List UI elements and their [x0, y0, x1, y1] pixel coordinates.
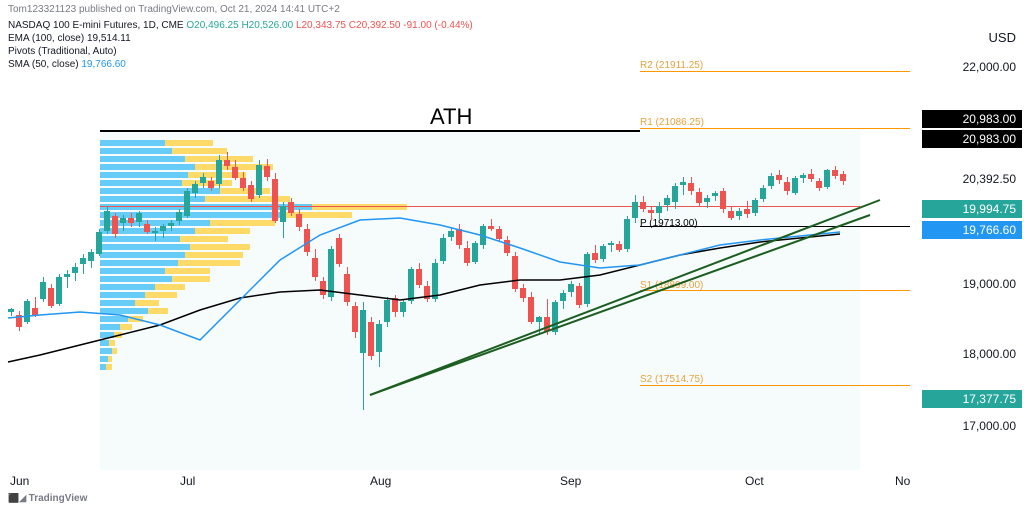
volume-profile-bar: [165, 140, 213, 146]
volume-profile-bar: [100, 332, 114, 338]
ath-label: ATH: [430, 104, 472, 130]
volume-profile-bar: [100, 300, 135, 306]
price-20983a: 20,983.00: [922, 110, 1022, 128]
volume-profile-bar: [100, 276, 172, 282]
volume-profile-bar: [100, 268, 165, 274]
volume-profile-bar: [100, 356, 108, 362]
volume-profile-bar: [312, 204, 407, 210]
volume-profile-bar: [100, 284, 155, 290]
volume-profile-bar: [220, 188, 270, 194]
volume-profile-bar: [180, 236, 228, 242]
volume-profile-bar: [172, 276, 210, 282]
sma-row: SMA (50, close) 19,766.60: [8, 59, 126, 70]
s1-label: S1 (18899.00): [640, 280, 703, 291]
ytick-20392: 20,392.50: [922, 170, 1022, 188]
volume-profile-bar: [148, 308, 168, 314]
volume-profile-bar: [100, 172, 188, 178]
price-17377: 17,377.75: [922, 390, 1022, 408]
ytick-17000: 17,000.00: [922, 417, 1022, 435]
symbol-row: NASDAQ 100 E-mini Futures, 1D, CME O20,4…: [8, 20, 473, 31]
symbol-name: NASDAQ 100 E-mini Futures, 1D, CME: [8, 20, 184, 31]
volume-profile-bar: [100, 348, 112, 354]
volume-profile-bar: [100, 236, 180, 242]
volume-profile-bar: [195, 228, 250, 234]
time-label: Jul: [180, 474, 195, 488]
volume-profile-bar: [190, 244, 250, 250]
volume-profile-bar: [182, 180, 232, 186]
s2-line: [640, 385, 910, 386]
ohlc-low: L20,343.75: [296, 20, 346, 31]
volume-profile-bar: [178, 260, 240, 266]
sma-value: 19,766.60: [81, 59, 126, 70]
p-label: P (19713.00): [640, 218, 698, 229]
volume-profile-bar: [145, 292, 177, 298]
s2-label: S2 (17514.75): [640, 374, 703, 385]
volume-profile-bar: [100, 324, 120, 330]
r1-label: R1 (21086.25): [640, 117, 704, 128]
volume-profile-bar: [100, 188, 220, 194]
volume-profile-bar: [100, 292, 145, 298]
chart-container: Tom123321123 published on TradingView.co…: [0, 0, 1024, 506]
volume-profile-bar: [114, 332, 122, 338]
time-label: Sep: [560, 474, 581, 488]
pivots-row: Pivots (Traditional, Auto): [8, 46, 117, 57]
volume-profile-bar: [100, 140, 165, 146]
ytick-22000: 22,000.00: [922, 58, 1022, 76]
volume-profile-bar: [100, 156, 185, 162]
time-label: Jun: [10, 474, 29, 488]
volume-profile-bar: [109, 340, 115, 346]
volume-profile-bar: [210, 220, 275, 226]
time-label: No: [895, 474, 910, 488]
time-axis: Jun Jul Aug Sep Oct No: [0, 474, 908, 494]
volume-profile-bar: [120, 324, 132, 330]
time-label: Aug: [370, 474, 391, 488]
pivots-label: Pivots (Traditional, Auto): [8, 46, 117, 57]
volume-profile-bar: [100, 164, 195, 170]
sma-label: SMA (50, close): [8, 59, 79, 70]
ytick-18000: 18,000.00: [922, 345, 1022, 363]
ath-line: [100, 130, 640, 132]
publish-header: Tom123321123 published on TradingView.co…: [8, 4, 340, 15]
volume-profile-bar: [185, 252, 243, 258]
ohlc-high: H20,526.00: [241, 20, 293, 31]
ytick-19000: 19,000.00: [922, 275, 1022, 293]
volume-profile-bar: [106, 364, 112, 370]
ema-row: EMA (100, close) 19,514.11: [8, 33, 131, 44]
volume-profile-bar: [100, 316, 128, 322]
volume-profile-bar: [100, 340, 109, 346]
price-axis: USD 22,000.00 20,983.00 20,983.00 20,392…: [916, 0, 1024, 506]
ema-value: 19,514.11: [87, 33, 131, 44]
volume-profile-bar: [155, 284, 185, 290]
time-label: Oct: [745, 474, 764, 488]
ema-label: EMA (100, close): [8, 33, 84, 44]
volume-profile-bar: [100, 308, 148, 314]
volume-profile-bar: [108, 356, 112, 362]
ohlc-close: C20,392.50: [349, 20, 401, 31]
volume-profile-bar: [135, 300, 159, 306]
price-19994: 19,994.75: [922, 200, 1022, 218]
volume-profile-bar: [100, 148, 172, 154]
r1-line: [640, 128, 910, 129]
usd-label: USD: [922, 28, 1022, 47]
change-value: -91.00 (-0.44%): [403, 20, 472, 31]
r2-label: R2 (21911.25): [640, 60, 703, 71]
volume-profile-bar: [100, 212, 280, 218]
tradingview-logo: ⬛◢ TradingView: [8, 493, 87, 504]
volume-profile-bar: [100, 260, 178, 266]
r2-line: [640, 71, 910, 72]
volume-profile-bar: [165, 268, 210, 274]
volume-profile-bar: [172, 148, 227, 154]
price-19766: 19,766.60: [922, 221, 1022, 239]
ohlc-open: O20,496.25: [186, 20, 238, 31]
volume-profile-bar: [112, 348, 117, 354]
volume-profile-bar: [100, 180, 182, 186]
volume-profile-bar: [128, 316, 143, 322]
volume-profile-bar: [100, 244, 190, 250]
volume-profile-bar: [100, 252, 185, 258]
price-20983b: 20,983.00: [922, 130, 1022, 148]
